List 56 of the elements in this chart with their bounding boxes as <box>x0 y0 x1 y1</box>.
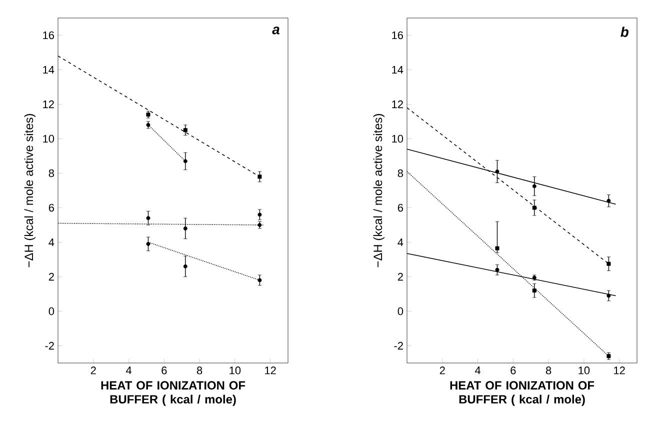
point <box>532 184 536 188</box>
y-tick-label: 10 <box>43 134 54 143</box>
x-tick-label: 2 <box>90 366 96 374</box>
x-axis-title: HEAT OF IONIZATION OF BUFFER ( kcal / mole) <box>101 381 246 406</box>
point <box>183 128 188 132</box>
y-tick-label: 8 <box>48 169 54 178</box>
point <box>183 226 188 230</box>
x-tick-label: 6 <box>162 366 167 374</box>
y-tick-label: 6 <box>48 204 54 212</box>
point <box>258 174 262 179</box>
point <box>146 242 150 246</box>
x-tick-label: 12 <box>614 366 625 374</box>
point <box>146 216 150 220</box>
y-tick-label: 14 <box>43 66 54 74</box>
y-tick-label: 0 <box>398 307 404 316</box>
x-tick-label: 4 <box>474 366 480 374</box>
x-tick-label: 2 <box>440 366 445 374</box>
x-tick-label: 4 <box>126 366 132 374</box>
y-tick-label: 6 <box>398 204 404 212</box>
point <box>606 294 611 298</box>
x-axis-title: HEAT OF IONIZATION OF BUFFER ( kcal / mole) <box>450 381 594 406</box>
point <box>495 246 500 250</box>
y-tick-label: 0 <box>48 307 54 316</box>
y-tick-label: 4 <box>48 238 54 246</box>
y-tick-label: 2 <box>48 272 54 281</box>
point <box>258 212 262 217</box>
y-tick-label: 16 <box>392 31 404 40</box>
annotation: a <box>272 26 280 34</box>
y-tick-label: -2 <box>45 342 54 350</box>
y-tick-label: 8 <box>398 169 404 178</box>
point <box>183 159 188 164</box>
y-tick-label: 4 <box>398 238 404 246</box>
x-tick-label: 10 <box>578 366 590 374</box>
point <box>532 288 536 293</box>
point <box>495 170 500 174</box>
y-axis-title: −ΔH (kcal / mole active sites) <box>24 114 36 268</box>
x-tick-label: 8 <box>196 366 202 374</box>
y-tick-label: 12 <box>43 100 54 108</box>
point <box>606 198 611 203</box>
x-tick-label: 8 <box>546 366 552 374</box>
y-tick-label: 16 <box>43 31 54 40</box>
y-axis-title: −ΔH (kcal / mole active sites) <box>373 114 384 268</box>
x-tick-label: 12 <box>265 366 276 374</box>
y-tick-label: -2 <box>394 342 403 350</box>
x-tick-label: 6 <box>510 366 516 374</box>
point <box>258 278 262 282</box>
y-tick-label: 12 <box>392 100 403 108</box>
point <box>532 206 536 210</box>
y-tick-label: 14 <box>392 66 404 74</box>
x-tick-label: 10 <box>230 366 241 374</box>
point <box>495 268 500 272</box>
annotation: b <box>620 26 628 37</box>
point <box>606 262 611 266</box>
point <box>183 264 188 268</box>
y-tick-label: 10 <box>392 134 404 143</box>
y-tick-label: 2 <box>398 272 403 281</box>
